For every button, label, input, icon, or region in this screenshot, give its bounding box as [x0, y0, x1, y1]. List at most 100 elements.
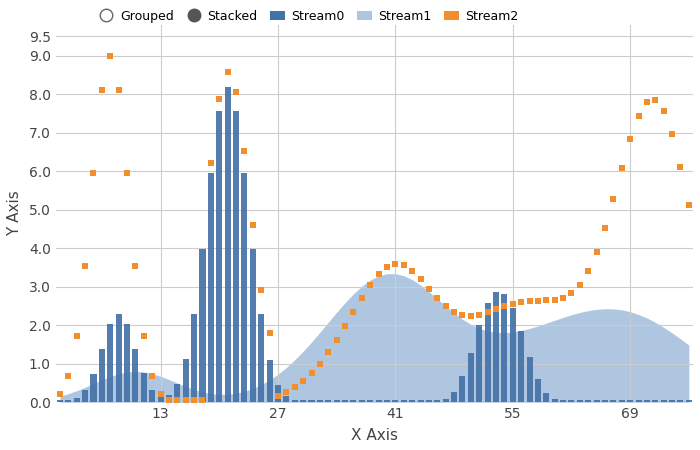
Bar [300, 400, 306, 402]
Bar [501, 294, 508, 402]
Point [557, 294, 568, 301]
Point [482, 309, 493, 316]
Point [658, 108, 669, 115]
Point [633, 112, 644, 119]
Bar [359, 400, 365, 402]
Point [591, 248, 602, 256]
Bar [368, 400, 373, 402]
Point [130, 262, 141, 269]
Bar [158, 396, 164, 402]
Point [340, 322, 351, 329]
Bar [334, 400, 340, 402]
Bar [568, 400, 575, 402]
Point [432, 295, 443, 302]
Bar [57, 400, 63, 402]
Bar [602, 400, 608, 402]
Bar [392, 400, 398, 402]
Point [499, 303, 510, 310]
Point [624, 135, 636, 143]
Bar [476, 325, 482, 402]
Point [457, 312, 468, 319]
Bar [669, 400, 675, 402]
Point [205, 159, 216, 166]
Point [449, 309, 460, 316]
Bar [560, 400, 566, 402]
Point [298, 378, 309, 385]
Bar [484, 303, 491, 402]
Point [323, 349, 334, 356]
Point [466, 312, 477, 319]
Bar [644, 400, 650, 402]
Point [540, 297, 552, 304]
Point [516, 298, 527, 306]
Point [574, 281, 585, 288]
Bar [577, 400, 583, 402]
Bar [468, 352, 474, 402]
Point [415, 275, 426, 283]
Point [256, 286, 267, 293]
Bar [426, 400, 432, 402]
Bar [141, 374, 147, 402]
Bar [326, 400, 331, 402]
Point [675, 163, 686, 171]
Y-axis label: Y Axis: Y Axis [7, 191, 22, 236]
Point [272, 392, 284, 399]
Point [113, 86, 124, 93]
Point [97, 86, 108, 93]
Bar [317, 400, 323, 402]
Bar [400, 400, 407, 402]
Point [247, 221, 258, 228]
Point [121, 170, 132, 177]
Bar [82, 390, 88, 402]
Point [172, 397, 183, 404]
Bar [535, 379, 541, 402]
Point [71, 332, 83, 339]
Bar [451, 392, 457, 402]
Point [331, 336, 342, 343]
Bar [518, 331, 524, 402]
Bar [636, 400, 642, 402]
Bar [493, 292, 499, 402]
Bar [149, 390, 155, 402]
Bar [342, 400, 348, 402]
Point [491, 306, 502, 313]
Bar [652, 400, 658, 402]
Bar [661, 400, 666, 402]
Point [214, 95, 225, 103]
Bar [434, 400, 440, 402]
Bar [409, 400, 415, 402]
Bar [543, 393, 550, 402]
Point [683, 201, 694, 208]
Point [222, 68, 233, 75]
Point [155, 390, 166, 397]
Point [508, 300, 519, 307]
Point [163, 396, 174, 404]
Bar [275, 385, 281, 402]
Bar [627, 400, 634, 402]
Point [398, 262, 409, 269]
Point [582, 268, 594, 275]
Bar [351, 400, 356, 402]
Bar [116, 314, 122, 402]
Bar [216, 111, 223, 402]
Bar [65, 400, 71, 402]
X-axis label: X Axis: X Axis [351, 428, 398, 443]
Point [289, 384, 300, 391]
Point [616, 165, 627, 172]
Bar [594, 400, 600, 402]
Point [88, 170, 99, 177]
Bar [686, 400, 692, 402]
Point [239, 147, 250, 154]
Bar [678, 400, 683, 402]
Bar [459, 377, 466, 402]
Bar [552, 399, 558, 402]
Point [230, 88, 241, 95]
Bar [208, 173, 214, 402]
Bar [166, 395, 172, 402]
Bar [225, 86, 231, 402]
Bar [191, 315, 197, 402]
Point [532, 297, 543, 304]
Bar [90, 374, 97, 402]
Point [63, 373, 74, 380]
Bar [183, 360, 189, 402]
